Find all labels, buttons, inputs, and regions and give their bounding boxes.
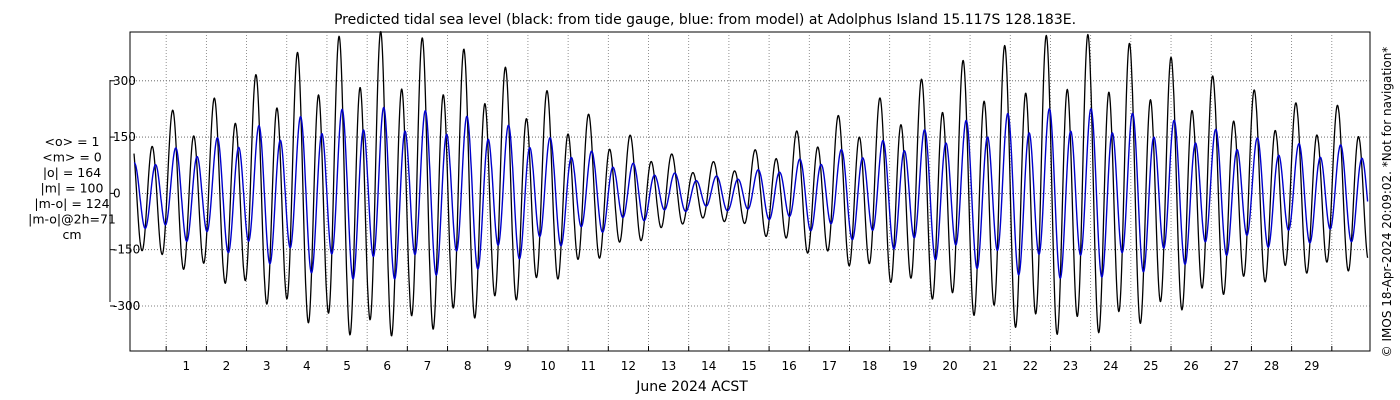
stat-line: <o> = 1	[45, 134, 100, 149]
stat-line: cm	[62, 227, 81, 242]
x-tick-label: 27	[1224, 359, 1239, 373]
stat-line: |o| = 164	[43, 165, 101, 180]
plot-frame	[129, 31, 1371, 352]
y-tick-label: 300	[113, 74, 136, 88]
x-tick-label: 9	[504, 359, 512, 373]
y-tick-label: -150	[113, 243, 140, 257]
x-tick-label: 24	[1103, 359, 1118, 373]
x-tick-label: 11	[581, 359, 596, 373]
stat-line: <m> = 0	[42, 150, 102, 165]
x-tick-label: 15	[741, 359, 756, 373]
x-tick-label: 7	[424, 359, 432, 373]
credit-text: © IMOS 18-Apr-2024 20:09:02. *Not for na…	[1380, 47, 1394, 358]
y-tick-label: 150	[113, 130, 136, 144]
x-tick-label: 28	[1264, 359, 1279, 373]
x-tick-label: 2	[223, 359, 231, 373]
y-tick-label: 0	[113, 186, 121, 200]
x-tick-label: 10	[540, 359, 555, 373]
x-tick-label: 3	[263, 359, 271, 373]
x-tick-label: 21	[983, 359, 998, 373]
x-tick-label: 12	[621, 359, 636, 373]
x-tick-label: 25	[1143, 359, 1158, 373]
x-tick-label: 5	[343, 359, 351, 373]
x-tick-label: 18	[862, 359, 877, 373]
chart-title: Predicted tidal sea level (black: from t…	[334, 12, 1076, 28]
x-axis-label: June 2024 ACST	[635, 379, 748, 395]
x-axis: 1 2 3 4 5 6 7 8 9 10 11 12 13 14 15 16 17 18 19 20 21 22 23 24 2…	[165, 346, 1333, 373]
x-tick-label: 1	[182, 359, 190, 373]
x-tick-label: 19	[902, 359, 917, 373]
x-tick-label: 23	[1063, 359, 1078, 373]
stat-line: |m-o| = 124	[34, 196, 109, 211]
x-tick-label: 17	[822, 359, 837, 373]
stat-line: |m| = 100	[41, 181, 104, 196]
series-lines	[133, 30, 1369, 337]
x-tick-label: 29	[1304, 359, 1319, 373]
stats-block: <o> = 1<m> = 0|o| = 164|m| = 100|m-o| = …	[28, 134, 116, 242]
x-tick-label: 22	[1023, 359, 1038, 373]
series-line-model	[133, 106, 1369, 280]
x-tick-label: 20	[942, 359, 957, 373]
y-axis: 300 150 0 -150 -300	[109, 74, 140, 313]
series-line-gauge	[133, 30, 1369, 337]
x-tick-label: 16	[782, 359, 797, 373]
x-tick-label: 4	[303, 359, 311, 373]
x-tick-label: 6	[383, 359, 391, 373]
x-tick-label: 8	[464, 359, 472, 373]
y-tick-label: -300	[113, 299, 140, 313]
x-tick-label: 14	[701, 359, 716, 373]
x-tick-label: 13	[661, 359, 676, 373]
stat-line: |m-o|@2h=71	[28, 212, 116, 227]
x-tick-label: 26	[1183, 359, 1198, 373]
